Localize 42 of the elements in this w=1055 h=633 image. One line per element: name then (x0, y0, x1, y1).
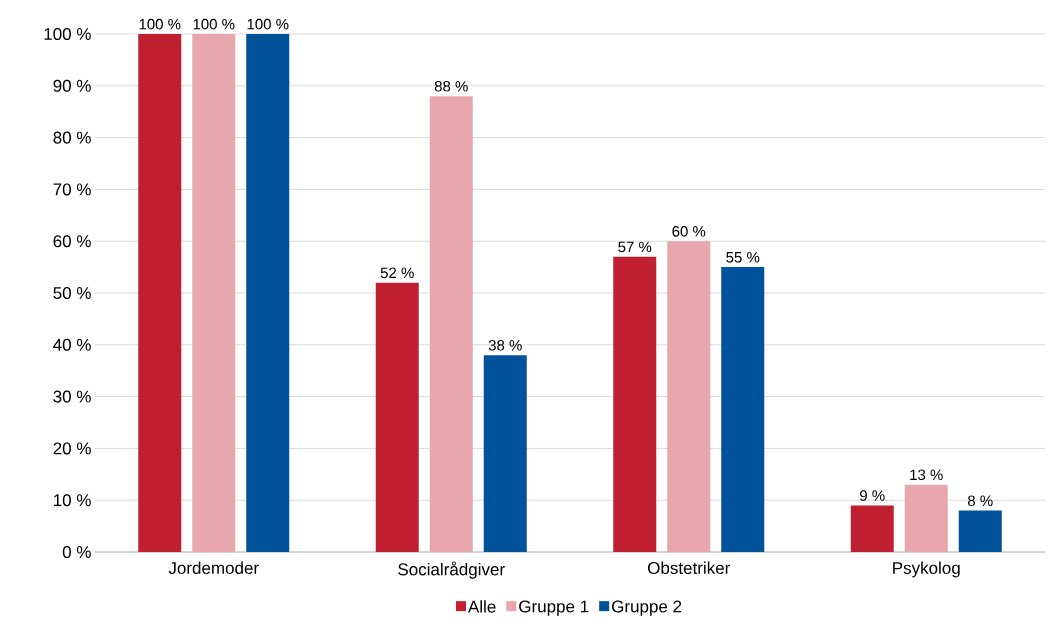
bar (483, 355, 527, 552)
legend-label: Gruppe 2 (612, 600, 682, 616)
data-label: 55 % (726, 252, 760, 263)
data-label: 88 % (434, 81, 468, 92)
x-tick-label: Psykolog (893, 561, 960, 578)
data-label: 100 % (247, 18, 289, 30)
bar (429, 96, 473, 552)
legend-label: Alle (467, 600, 496, 613)
data-label: 9 % (860, 490, 885, 501)
data-label: 57 % (618, 241, 652, 253)
data-label: 100 % (139, 18, 181, 30)
legend-label: Gruppe 1 (519, 600, 589, 616)
data-label: 52 % (380, 267, 414, 279)
x-tick-label: Jordemoder (168, 561, 259, 575)
y-tick-label: 40 % (53, 338, 91, 351)
bar (850, 505, 894, 552)
bar (904, 484, 948, 552)
y-tick-label: 60 % (53, 235, 91, 248)
data-label: 38 % (488, 340, 522, 351)
data-label: 60 % (672, 226, 706, 237)
y-tick-label: 20 % (53, 442, 91, 455)
bar (667, 241, 711, 552)
y-tick-label: 80 % (53, 131, 91, 144)
bar (138, 34, 182, 552)
data-label: 100 % (193, 18, 235, 30)
bar (192, 34, 236, 552)
bar (246, 34, 290, 552)
y-tick-label: 0 % (62, 545, 91, 559)
x-tick-label: Obstetriker (647, 561, 731, 575)
data-label: 13 % (910, 469, 943, 481)
y-tick-label: 50 % (53, 286, 91, 300)
y-tick-label: 100 % (44, 27, 91, 41)
bar (721, 267, 765, 552)
data-label: 8 % (967, 495, 993, 507)
y-tick-label: 10 % (54, 494, 91, 507)
bar (958, 510, 1002, 552)
x-tick-label: Socialrådgiver (398, 561, 505, 579)
y-tick-label: 90 % (53, 79, 91, 92)
bar (375, 282, 419, 552)
bar (613, 256, 657, 552)
y-tick-label: 30 % (53, 390, 91, 403)
y-tick-label: 70 % (53, 183, 91, 196)
